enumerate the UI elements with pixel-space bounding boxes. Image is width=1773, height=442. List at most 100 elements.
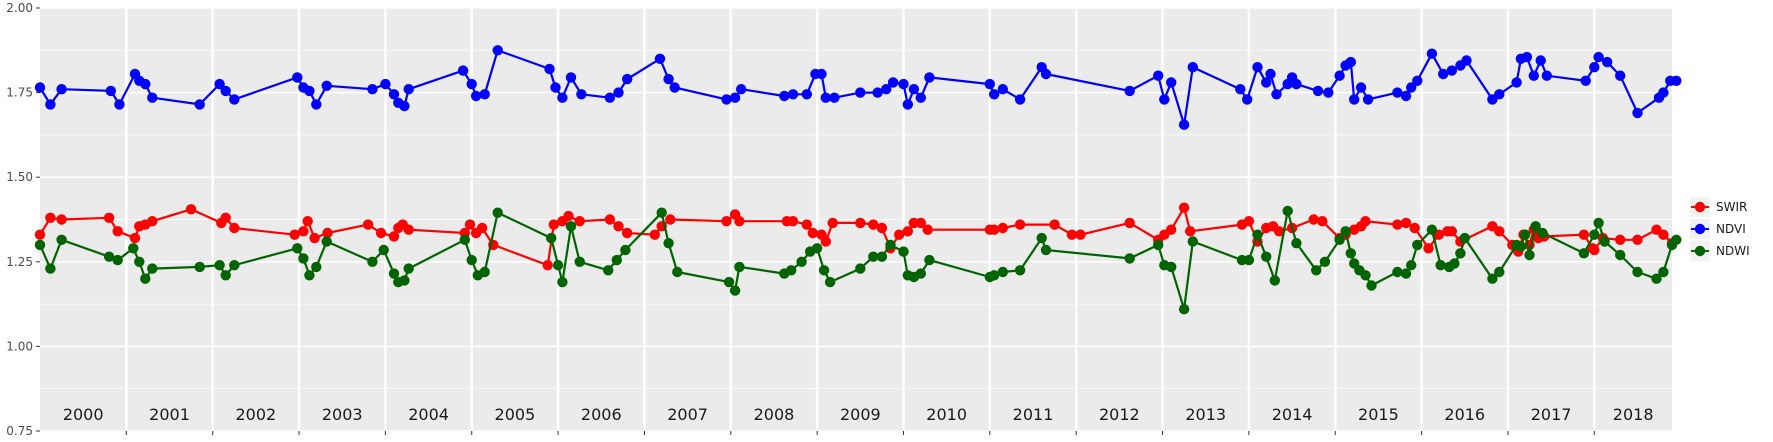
data-point-ndwi [1187, 236, 1199, 247]
data-point-swir [103, 212, 115, 223]
data-point-swir [915, 217, 926, 229]
data-point-swir [855, 217, 866, 229]
data-point-ndwi [1412, 239, 1423, 251]
data-point-ndvi [1615, 70, 1626, 81]
x-axis [125, 431, 1595, 435]
data-point-swir [787, 216, 799, 227]
data-point-ndwi [868, 251, 879, 262]
data-point-ndvi [1323, 87, 1334, 98]
data-point-swir [375, 227, 387, 239]
data-point-ndvi [557, 92, 568, 103]
data-point-ndwi [1153, 239, 1164, 251]
year-label: 2009 [840, 405, 881, 424]
data-point-ndwi [399, 275, 410, 286]
data-point-swir [1409, 222, 1420, 234]
data-point-ndwi [1530, 221, 1541, 232]
data-point-swir [721, 216, 732, 227]
data-point-ndvi [1252, 61, 1263, 73]
data-point-ndvi [457, 65, 469, 76]
data-point-swir [322, 227, 333, 239]
data-point-ndvi [654, 53, 666, 64]
data-point-swir [220, 212, 231, 223]
data-point-ndvi [855, 87, 866, 98]
data-point-ndvi [388, 89, 400, 100]
year-label: 2006 [581, 405, 622, 424]
data-point-swir [622, 227, 633, 239]
data-point-ndvi [1166, 77, 1177, 88]
data-point-ndvi [816, 68, 827, 80]
data-point-ndvi [1235, 84, 1246, 95]
data-point-ndwi [298, 253, 309, 264]
data-point-swir [1423, 243, 1434, 254]
data-point-ndwi [134, 256, 145, 267]
data-point-swir [298, 226, 309, 237]
data-point-ndvi [466, 78, 477, 90]
data-point-swir [1178, 202, 1190, 213]
data-point-ndwi [229, 260, 240, 271]
legend-item-ndwi: NDWI [1690, 241, 1750, 261]
data-point-ndwi [1392, 266, 1403, 278]
data-point-ndvi [924, 72, 935, 83]
data-point-swir [604, 214, 616, 225]
data-point-ndvi [989, 89, 1000, 100]
data-point-ndwi [1319, 256, 1331, 267]
data-point-swir [613, 221, 624, 232]
legend-key-marker [1694, 245, 1706, 257]
data-point-ndwi [574, 256, 585, 267]
data-point-ndvi [729, 92, 741, 103]
data-point-ndwi [1178, 304, 1190, 315]
data-point-swir [649, 229, 660, 240]
data-point-ndwi [1243, 254, 1255, 266]
data-point-ndwi [1487, 273, 1498, 284]
data-point-ndwi [729, 285, 741, 296]
data-point-swir [827, 217, 838, 229]
data-point-swir [1014, 219, 1026, 230]
data-point-ndwi [1537, 227, 1548, 239]
data-point-ndwi [818, 265, 830, 276]
data-point-ndvi [1632, 107, 1643, 119]
data-point-ndwi [103, 251, 115, 262]
data-point-ndvi [1349, 94, 1360, 105]
legend-label: NDVI [1716, 222, 1746, 236]
data-point-ndvi [220, 85, 231, 97]
data-point-ndwi [112, 254, 123, 266]
data-point-ndvi [1494, 89, 1505, 100]
data-point-ndwi [1269, 275, 1281, 286]
data-point-ndvi [1153, 70, 1164, 81]
data-point-ndwi [989, 270, 1000, 281]
data-point-ndwi [1406, 260, 1417, 271]
data-point-ndwi [811, 243, 823, 254]
y-tick-label: 1.25 [6, 255, 33, 269]
data-point-swir [820, 236, 831, 247]
data-point-ndvi [1426, 48, 1438, 59]
data-point-ndvi [872, 87, 883, 98]
data-point-swir [1494, 226, 1505, 237]
data-point-ndvi [736, 84, 747, 95]
data-point-swir [574, 216, 585, 227]
data-point-ndwi [663, 238, 674, 249]
series-ndvi [34, 45, 1682, 130]
data-point-ndwi [459, 234, 470, 245]
data-point-ndvi [1541, 70, 1553, 81]
data-point-ndvi [1312, 85, 1324, 97]
data-point-ndvi [1392, 87, 1403, 98]
data-point-swir [563, 210, 574, 222]
data-point-ndvi [613, 87, 624, 98]
data-point-swir [1049, 219, 1060, 230]
data-point-ndwi [1166, 261, 1177, 273]
data-point-ndvi [997, 84, 1008, 95]
year-label: 2013 [1185, 405, 1226, 424]
data-point-ndvi [801, 89, 812, 100]
series-layer [34, 45, 1682, 315]
data-point-ndvi [1521, 51, 1533, 63]
data-point-ndwi [898, 246, 909, 257]
data-point-ndwi [1334, 234, 1345, 245]
data-point-ndvi [229, 94, 240, 105]
data-point-ndwi [1282, 205, 1293, 217]
y-axis: 0.75 1.00 1.25 1.50 1.75 2.00 [6, 1, 40, 438]
data-point-ndwi [1658, 266, 1669, 278]
data-point-swir [45, 212, 56, 223]
data-point-ndwi [1524, 249, 1535, 261]
data-point-ndwi [734, 261, 745, 273]
data-point-ndwi [796, 256, 807, 267]
